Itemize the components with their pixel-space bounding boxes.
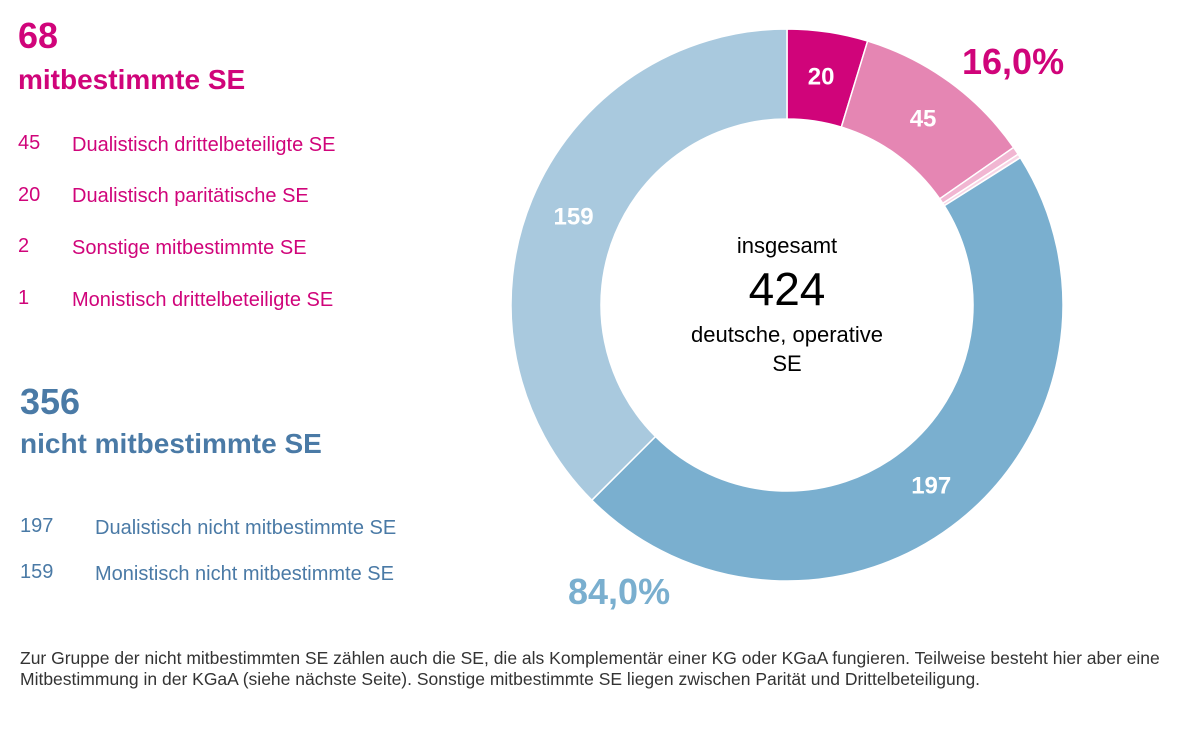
donut-slice-label: 159 xyxy=(554,204,594,231)
mitbestimmt-item-label: Monistisch drittelbeteiligte SE xyxy=(72,289,334,311)
center-line2: deutsche, operative xyxy=(691,322,883,347)
mitbestimmt-count: 68 xyxy=(18,15,59,56)
nicht-mitbestimmt-item-label: Monistisch nicht mitbestimmte SE xyxy=(95,563,394,585)
mitbestimmt-item-value: 1 xyxy=(18,287,30,309)
donut-slice xyxy=(510,28,788,502)
nicht-mitbestimmt-item-label: Dualistisch nicht mitbestimmte SE xyxy=(95,517,397,539)
mitbestimmt-heading: mitbestimmte SE xyxy=(18,64,246,95)
nicht-mitbestimmt-item-value: 197 xyxy=(20,515,54,537)
mitbestimmt-item-value: 2 xyxy=(18,235,30,257)
mitbestimmt-item-label: Dualistisch paritätische SE xyxy=(72,185,309,207)
nicht-mitbestimmt-item-value: 159 xyxy=(20,561,54,583)
percent-nicht-mitbestimmt: 84,0% xyxy=(568,571,671,612)
mitbestimmt-item-value: 45 xyxy=(18,132,41,154)
donut-slice xyxy=(590,156,1064,582)
percent-mitbestimmt: 16,0% xyxy=(962,41,1065,82)
center-line3: SE xyxy=(772,351,801,376)
center-total: 424 xyxy=(749,263,826,315)
mitbestimmt-item-label: Dualistisch drittelbeteiligte SE xyxy=(72,134,336,156)
donut-slice-label: 20 xyxy=(808,64,835,91)
nicht-mitbestimmt-count: 356 xyxy=(20,381,81,422)
center-line1: insgesamt xyxy=(737,233,837,258)
footnote: Zur Gruppe der nicht mitbestimmten SE zä… xyxy=(20,648,1160,689)
donut-slice-label: 45 xyxy=(910,105,937,132)
donut-slice-label: 197 xyxy=(911,472,951,499)
mitbestimmt-item-label: Sonstige mitbestimmte SE xyxy=(72,237,307,259)
mitbestimmt-item-value: 20 xyxy=(18,184,41,206)
nicht-mitbestimmt-heading: nicht mitbestimmte SE xyxy=(20,428,322,459)
